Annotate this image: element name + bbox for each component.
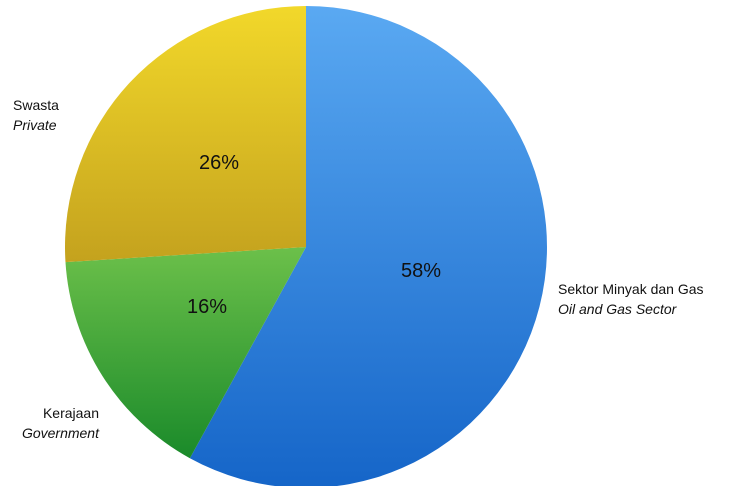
value-label-private: 26% (199, 152, 239, 174)
pie-slice-private (64, 6, 306, 263)
label-government: Kerajaan Government (13, 403, 99, 443)
label-oil-gas-ms: Sektor Minyak dan Gas (558, 281, 704, 297)
value-label-government: 16% (187, 296, 227, 318)
pie-slice-oil-and-gas-sector (189, 6, 547, 486)
label-oil-gas: Sektor Minyak dan Gas Oil and Gas Sector (558, 279, 704, 319)
label-private: Swasta Private (13, 95, 59, 135)
label-government-ms: Kerajaan (42, 405, 99, 421)
label-government-en: Government (21, 425, 99, 441)
label-private-ms: Swasta (13, 97, 59, 113)
pie-slice-government (65, 247, 306, 459)
label-oil-gas-en: Oil and Gas Sector (558, 301, 677, 317)
label-private-en: Private (13, 117, 57, 133)
value-label-oil-and-gas-sector: 58% (401, 260, 441, 282)
